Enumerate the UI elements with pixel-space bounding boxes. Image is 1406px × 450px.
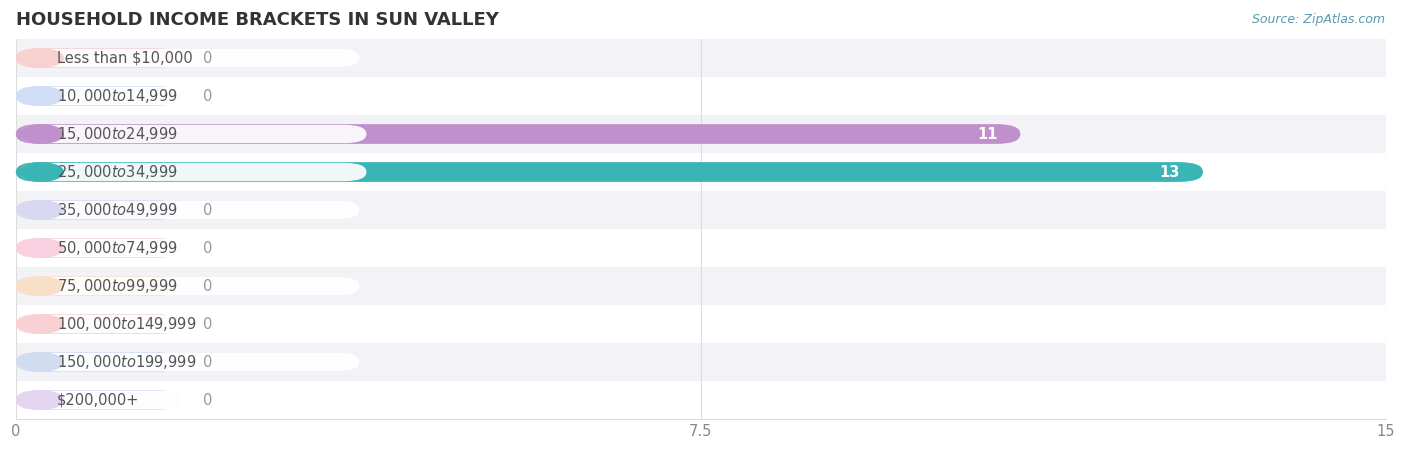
FancyBboxPatch shape <box>15 124 1021 144</box>
FancyBboxPatch shape <box>15 48 180 68</box>
FancyBboxPatch shape <box>15 390 180 410</box>
Text: 13: 13 <box>1160 165 1180 180</box>
Text: $10,000 to $14,999: $10,000 to $14,999 <box>56 87 177 105</box>
FancyBboxPatch shape <box>15 352 180 372</box>
Circle shape <box>20 277 63 295</box>
Circle shape <box>20 125 63 143</box>
Text: $100,000 to $149,999: $100,000 to $149,999 <box>56 315 197 333</box>
Text: 0: 0 <box>202 202 212 217</box>
Text: HOUSEHOLD INCOME BRACKETS IN SUN VALLEY: HOUSEHOLD INCOME BRACKETS IN SUN VALLEY <box>15 11 499 29</box>
Bar <box>15 153 1386 191</box>
FancyBboxPatch shape <box>20 277 359 295</box>
FancyBboxPatch shape <box>15 162 1204 182</box>
Text: 0: 0 <box>202 89 212 104</box>
Bar <box>15 115 1386 153</box>
Text: $25,000 to $34,999: $25,000 to $34,999 <box>56 163 177 181</box>
FancyBboxPatch shape <box>15 200 180 220</box>
Text: 11: 11 <box>977 126 997 141</box>
Bar <box>15 191 1386 229</box>
Bar <box>15 305 1386 343</box>
FancyBboxPatch shape <box>20 125 367 143</box>
FancyBboxPatch shape <box>20 49 359 67</box>
Text: 0: 0 <box>202 316 212 332</box>
Bar <box>15 77 1386 115</box>
Bar <box>15 343 1386 381</box>
Bar <box>15 39 1386 77</box>
FancyBboxPatch shape <box>15 86 180 106</box>
Circle shape <box>20 239 63 257</box>
FancyBboxPatch shape <box>20 239 359 257</box>
Text: $50,000 to $74,999: $50,000 to $74,999 <box>56 239 177 257</box>
Bar <box>15 229 1386 267</box>
Text: 0: 0 <box>202 355 212 369</box>
Text: $35,000 to $49,999: $35,000 to $49,999 <box>56 201 177 219</box>
Text: 0: 0 <box>202 50 212 66</box>
Text: $15,000 to $24,999: $15,000 to $24,999 <box>56 125 177 143</box>
Circle shape <box>20 49 63 67</box>
Circle shape <box>20 87 63 105</box>
FancyBboxPatch shape <box>20 87 359 105</box>
Text: 0: 0 <box>202 392 212 408</box>
FancyBboxPatch shape <box>20 315 359 333</box>
FancyBboxPatch shape <box>15 238 180 258</box>
Text: Less than $10,000: Less than $10,000 <box>56 50 193 66</box>
FancyBboxPatch shape <box>15 314 180 334</box>
FancyBboxPatch shape <box>20 163 367 181</box>
Text: 0: 0 <box>202 240 212 256</box>
Circle shape <box>20 391 63 409</box>
Bar <box>15 381 1386 419</box>
Bar <box>15 267 1386 305</box>
FancyBboxPatch shape <box>20 353 359 371</box>
Text: $150,000 to $199,999: $150,000 to $199,999 <box>56 353 197 371</box>
Text: Source: ZipAtlas.com: Source: ZipAtlas.com <box>1251 14 1385 27</box>
Text: $75,000 to $99,999: $75,000 to $99,999 <box>56 277 177 295</box>
FancyBboxPatch shape <box>15 276 180 296</box>
Text: 0: 0 <box>202 279 212 293</box>
Text: $200,000+: $200,000+ <box>56 392 139 408</box>
Circle shape <box>20 201 63 219</box>
Circle shape <box>20 163 63 181</box>
FancyBboxPatch shape <box>20 201 359 219</box>
FancyBboxPatch shape <box>20 391 359 409</box>
Circle shape <box>20 315 63 333</box>
Circle shape <box>20 353 63 371</box>
